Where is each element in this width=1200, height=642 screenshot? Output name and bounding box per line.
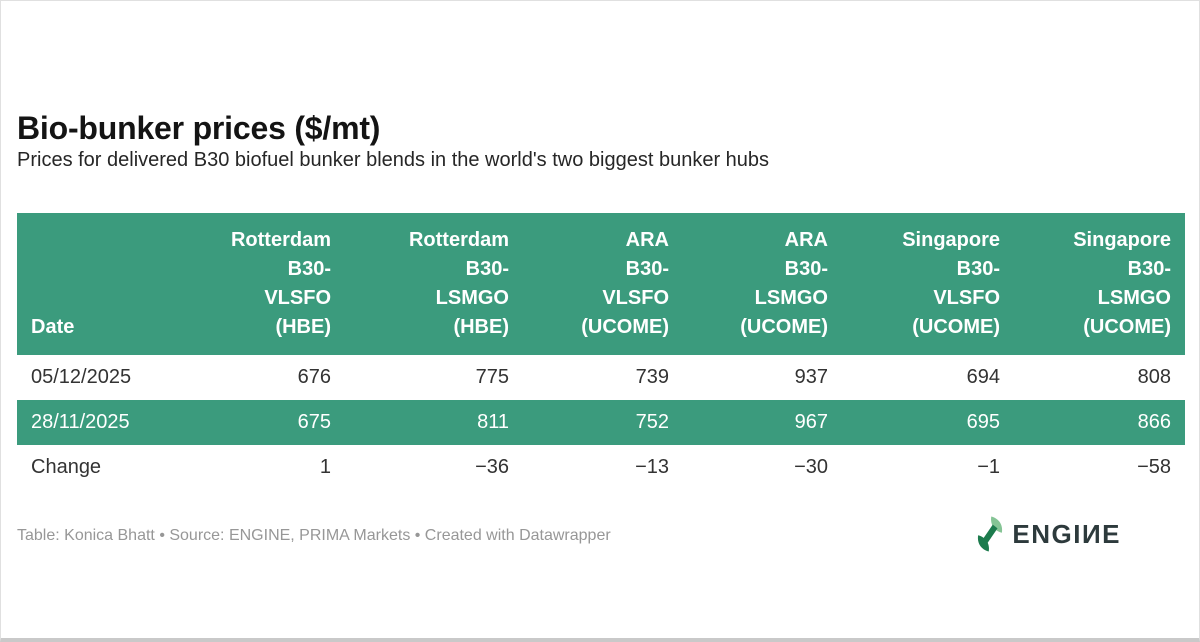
- value-cell: 694: [842, 355, 1014, 400]
- value-cell: 752: [523, 400, 683, 445]
- column-header-rotterdam-b30-lsmgo-hbe: Rotterdam B30- LSMGO (HBE): [345, 213, 523, 355]
- value-cell: 866: [1014, 400, 1185, 445]
- table-row: Change 1 −36 −13 −30 −1 −58: [17, 445, 1185, 490]
- value-cell: 811: [345, 400, 523, 445]
- value-cell: −30: [683, 445, 842, 490]
- value-cell: 695: [842, 400, 1014, 445]
- value-cell: −58: [1014, 445, 1185, 490]
- value-cell: −13: [523, 445, 683, 490]
- value-cell: 808: [1014, 355, 1185, 400]
- column-header-ara-b30-vlsfo-ucome: ARA B30- VLSFO (UCOME): [523, 213, 683, 355]
- column-header-singapore-b30-lsmgo-ucome: Singapore B30- LSMGO (UCOME): [1014, 213, 1185, 355]
- price-table-container: Date Rotterdam B30- VLSFO (HBE) Rotterdam …: [17, 213, 1185, 490]
- engine-logo: ENGIИE: [975, 516, 1121, 552]
- value-cell: 675: [177, 400, 345, 445]
- value-cell: −1: [842, 445, 1014, 490]
- value-cell: 775: [345, 355, 523, 400]
- column-header-singapore-b30-vlsfo-ucome: Singapore B30- VLSFO (UCOME): [842, 213, 1014, 355]
- page-subtitle: Prices for delivered B30 biofuel bunker …: [17, 149, 770, 171]
- value-cell: −36: [345, 445, 523, 490]
- row-label-cell: Change: [17, 445, 177, 490]
- table-header-row: Date Rotterdam B30- VLSFO (HBE) Rotterdam …: [17, 213, 1185, 355]
- page-title: Bio-bunker prices ($/mt): [17, 110, 381, 147]
- value-cell: 1: [177, 445, 345, 490]
- column-header-ara-b30-lsmgo-ucome: ARA B30- LSMGO (UCOME): [683, 213, 842, 355]
- table-row: 28/11/2025 675 811 752 967 695 866: [17, 400, 1185, 445]
- value-cell: 739: [523, 355, 683, 400]
- column-header-rotterdam-b30-vlsfo-hbe: Rotterdam B30- VLSFO (HBE): [177, 213, 345, 355]
- price-table: Date Rotterdam B30- VLSFO (HBE) Rotterdam …: [17, 213, 1185, 490]
- value-cell: 676: [177, 355, 345, 400]
- value-cell: 967: [683, 400, 842, 445]
- engine-leaf-logo-icon: [978, 516, 1003, 552]
- table-row: 05/12/2025 676 775 739 937 694 808: [17, 355, 1185, 400]
- footer-credit: Table: Konica Bhatt • Source: ENGINE, PR…: [17, 527, 611, 544]
- row-label-cell: 05/12/2025: [17, 355, 177, 400]
- value-cell: 937: [683, 355, 842, 400]
- column-header-date: Date: [17, 213, 177, 355]
- row-label-cell: 28/11/2025: [17, 400, 177, 445]
- engine-logo-text: ENGIИE: [1012, 518, 1121, 549]
- table-body: 05/12/2025 676 775 739 937 694 808 28/11/2025 67…: [17, 355, 1185, 490]
